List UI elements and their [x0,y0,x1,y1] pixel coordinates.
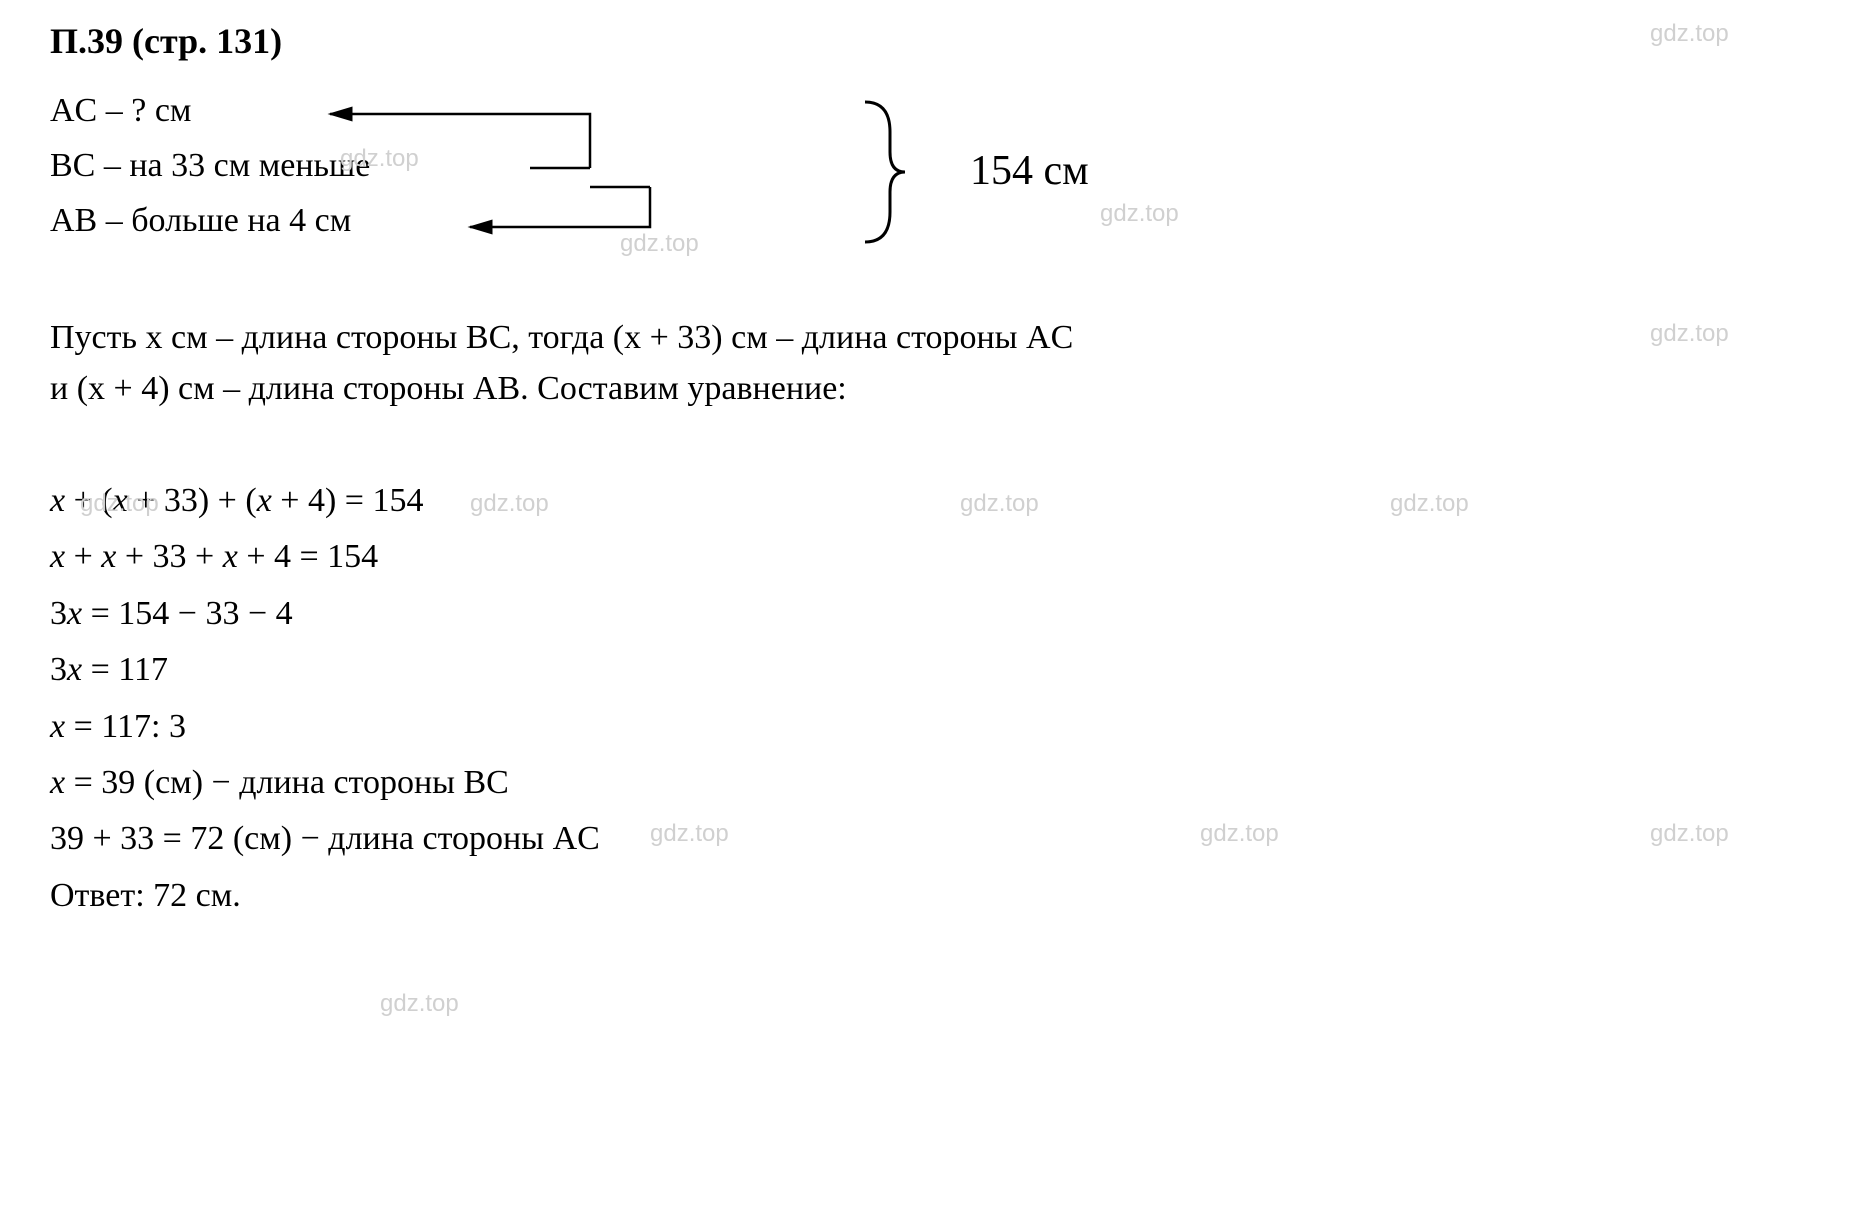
equation-3: 3x = 154 − 33 − 4 [50,587,1826,641]
watermark: gdz.top [380,990,459,1018]
equation-6: x = 39 (см) − длина стороны BC [50,756,1826,810]
page-title: П.39 (стр. 131) [50,20,1826,62]
explanation-line-2: и (х + 4) см – длина стороны AB. Состави… [50,363,1826,414]
equation-2: x + x + 33 + x + 4 = 154 [50,530,1826,584]
equations-block: x + (x + 33) + (x + 4) = 154 x + x + 33 … [50,474,1826,923]
explanation-line-1: Пусть х см – длина стороны BC, тогда (х … [50,312,1826,363]
equation-4: 3x = 117 [50,643,1826,697]
total-value: 154 см [970,147,1089,195]
equation-5: x = 117: 3 [50,700,1826,754]
arrow-diagram [50,92,950,272]
given-data-section: AC – ? см BC – на 33 см меньше AB – боль… [50,92,1826,272]
explanation-text: Пусть х см – длина стороны BC, тогда (х … [50,312,1826,414]
answer-line: Ответ: 72 см. [50,869,1826,923]
equation-1: x + (x + 33) + (x + 4) = 154 [50,474,1826,528]
equation-7: 39 + 33 = 72 (см) − длина стороны AC [50,812,1826,866]
